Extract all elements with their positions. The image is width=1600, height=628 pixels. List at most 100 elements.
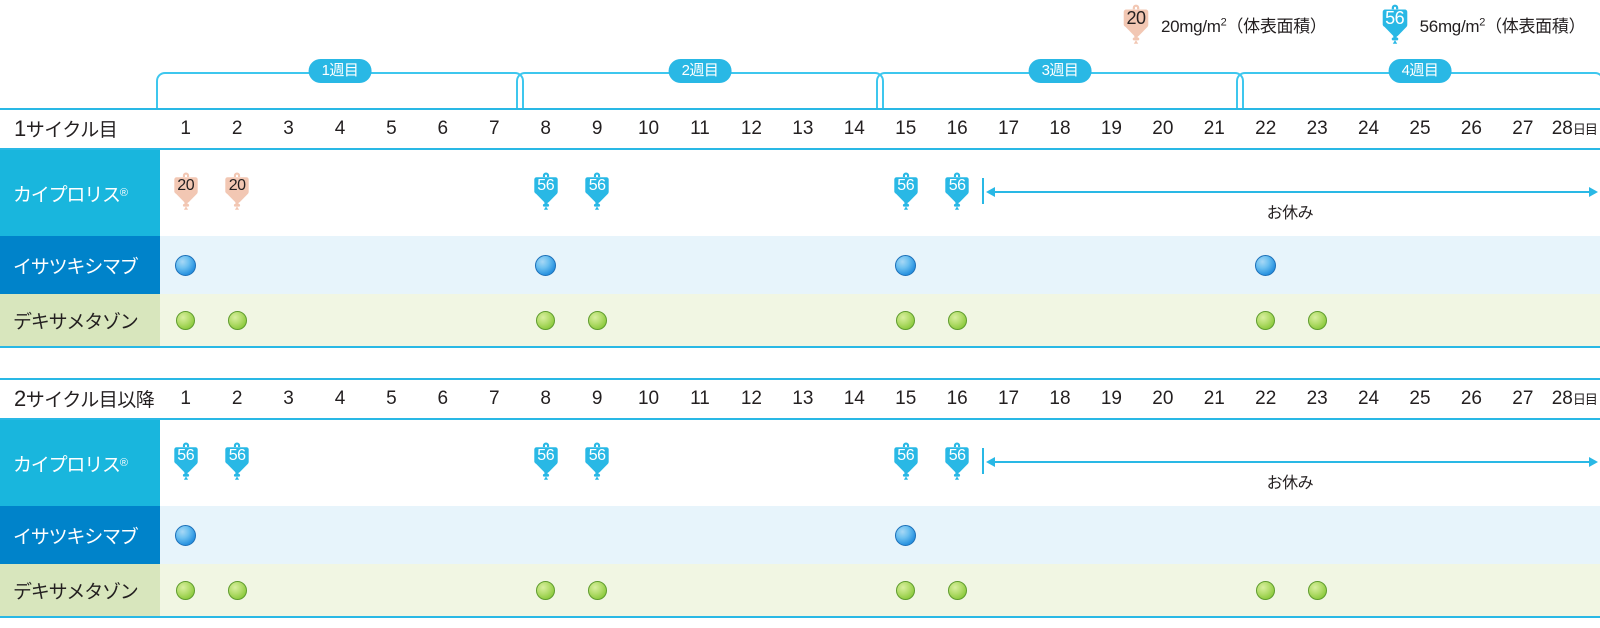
iv-bag-dose-value: 20	[1126, 8, 1146, 28]
day-number-23: 23	[1306, 388, 1328, 409]
week-bracket-15: 3週目	[876, 59, 1244, 110]
row-label-carfilzomib: カイプロリス ®	[0, 150, 160, 236]
row-body-dexamethasone	[160, 564, 1600, 616]
dose-dot-day-16	[947, 580, 967, 600]
day-number-10: 10	[637, 388, 660, 409]
row-label-dexamethasone: デキサメタゾン	[0, 294, 160, 346]
day-number-12: 12	[740, 388, 762, 409]
row-label-dexamethasone: デキサメタゾン	[0, 564, 160, 616]
day-number-11: 11	[690, 118, 710, 139]
dose-dot-day-1	[176, 310, 196, 330]
day-number-28: 28日目	[1551, 118, 1598, 139]
dose-dot-day-8	[535, 254, 557, 276]
iv-bag-dose-value: 20	[177, 177, 195, 194]
dose-dot-day-9	[587, 580, 607, 600]
dose-marker-day-1: 56	[171, 441, 201, 481]
day-number-13: 13	[792, 388, 814, 409]
rest-period-arrow: お休み	[160, 420, 1600, 506]
dose-marker-day-8: 56	[531, 171, 561, 211]
iv-bag-dose-value: 56	[897, 177, 915, 194]
iv-bag-dose-value: 20	[228, 177, 246, 194]
week-bracket-8: 2週目	[516, 59, 884, 110]
day-number-18: 18	[1049, 388, 1071, 409]
day-number-14: 14	[843, 118, 865, 139]
row-label-isatuximab: イサツキシマブ	[0, 236, 160, 294]
iv-bag-icon: 56	[531, 441, 561, 481]
row-body-carfilzomib: 56 56 56 56 56 56 お休み	[160, 420, 1600, 506]
day-number-25: 25	[1409, 118, 1431, 139]
dose-dot-day-2	[227, 580, 247, 600]
day-number-20: 20	[1152, 118, 1174, 139]
iv-bag-icon: 56	[942, 171, 972, 211]
day-number-5: 5	[386, 118, 397, 139]
day-number-20: 20	[1152, 388, 1174, 409]
dose-dot-day-8	[536, 310, 556, 330]
week-bracket-band: 1週目 2週目 3週目 4週目	[0, 59, 1600, 110]
iv-bag-icon: 56	[942, 441, 972, 481]
day-number-26: 26	[1460, 388, 1482, 409]
day-number-1: 1	[180, 388, 191, 409]
legend-item-20: 20 20mg/m2（体表面積）	[1120, 3, 1327, 45]
dose-dot-day-15	[895, 524, 917, 546]
day-number-3: 3	[283, 118, 294, 139]
day-number-6: 6	[437, 388, 449, 409]
day-number-22: 22	[1255, 388, 1277, 409]
cycle-title: 1サイクル目	[14, 116, 118, 141]
dose-marker-day-2: 56	[222, 441, 252, 481]
day-number-7: 7	[488, 118, 500, 139]
iv-bag-dose-value: 56	[897, 447, 915, 464]
iv-bag-icon: 56	[891, 441, 921, 481]
day-number-4: 4	[334, 388, 346, 409]
dose-marker-day-15: 56	[891, 441, 921, 481]
iv-bag-dose-value: 56	[588, 447, 606, 464]
week-label: 4週目	[1388, 59, 1452, 83]
day-number-15: 15	[895, 118, 917, 139]
dose-marker-day-15: 56	[891, 171, 921, 211]
day-number-11: 11	[690, 388, 710, 409]
day-number-19: 19	[1100, 388, 1122, 409]
iv-bag-icon: 20	[222, 171, 252, 211]
legend-item-56: 56 56mg/m2（体表面積）	[1379, 3, 1586, 45]
rest-label: お休み	[1266, 475, 1314, 492]
schedule-row-dexamethasone: デキサメタゾン	[0, 294, 1600, 346]
dose-marker-day-9: 56	[582, 171, 612, 211]
dose-legend: 20 20mg/m2（体表面積） 56 56mg/m2（体表面積）	[1120, 3, 1586, 45]
dose-dot-day-15	[895, 254, 917, 276]
dose-marker-day-16: 56	[942, 171, 972, 211]
day-number-22: 22	[1255, 118, 1277, 139]
day-number-3: 3	[283, 388, 294, 409]
day-number-27: 27	[1512, 118, 1534, 139]
iv-bag-dose-value: 56	[537, 177, 555, 194]
dose-dot-day-16	[947, 310, 967, 330]
dose-dot-day-23	[1307, 580, 1327, 600]
iv-bag-icon: 56	[582, 171, 612, 211]
dose-dot-day-2	[227, 310, 247, 330]
week-bracket-1: 1週目	[156, 59, 524, 110]
day-suffix: 日目	[1572, 122, 1598, 137]
iv-bag-dose-value: 56	[537, 447, 555, 464]
rest-label: お休み	[1266, 205, 1314, 222]
day-number-17: 17	[997, 388, 1020, 409]
day-number-7: 7	[488, 388, 500, 409]
iv-bag-dose-value: 56	[228, 447, 246, 464]
dose-dot-day-1	[176, 580, 196, 600]
dose-dot-day-1	[175, 524, 197, 546]
day-number-10: 10	[637, 118, 660, 139]
legend-label: 56mg/m2（体表面積）	[1419, 15, 1586, 36]
iv-bag-icon: 20	[1120, 3, 1152, 45]
day-number-5: 5	[386, 388, 397, 409]
day-number-1: 1	[180, 118, 191, 139]
day-number-17: 17	[997, 118, 1020, 139]
schedule-row-isatuximab: イサツキシマブ	[0, 506, 1600, 564]
dose-dot-day-1	[175, 254, 197, 276]
day-number-24: 24	[1357, 118, 1380, 139]
row-body-dexamethasone	[160, 294, 1600, 346]
schedule-row-carfilzomib: カイプロリス ® 20 20 56 56 56 56 お休み	[0, 150, 1600, 236]
iv-bag-icon: 56	[222, 441, 252, 481]
week-label: 3週目	[1028, 59, 1092, 83]
week-label: 1週目	[308, 59, 372, 83]
dose-dot-day-9	[587, 310, 607, 330]
iv-bag-icon: 56	[1379, 3, 1411, 45]
day-number-8: 8	[540, 118, 551, 139]
day-number-9: 9	[591, 388, 603, 409]
